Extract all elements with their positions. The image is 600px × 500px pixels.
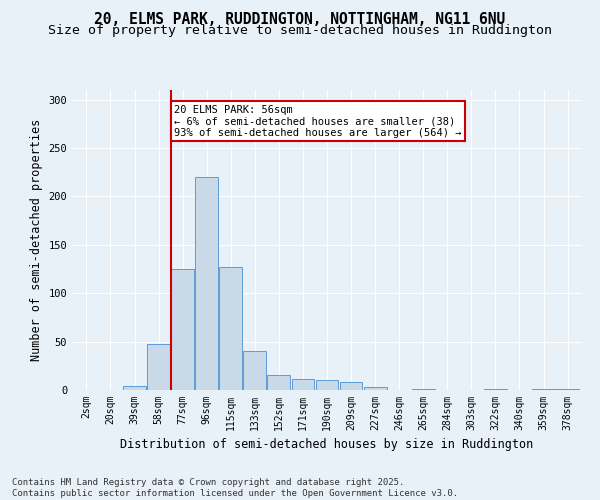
Text: Size of property relative to semi-detached houses in Ruddington: Size of property relative to semi-detach… xyxy=(48,24,552,37)
Bar xyxy=(171,269,194,390)
Bar xyxy=(268,374,290,390)
Bar xyxy=(412,389,434,390)
Bar xyxy=(364,387,386,390)
Bar xyxy=(340,382,362,390)
Text: 20 ELMS PARK: 56sqm
← 6% of semi-detached houses are smaller (38)
93% of semi-de: 20 ELMS PARK: 56sqm ← 6% of semi-detache… xyxy=(174,104,462,138)
Text: 20, ELMS PARK, RUDDINGTON, NOTTINGHAM, NG11 6NU: 20, ELMS PARK, RUDDINGTON, NOTTINGHAM, N… xyxy=(94,12,506,28)
Bar xyxy=(123,386,146,390)
Bar xyxy=(244,352,266,390)
Bar xyxy=(532,389,555,390)
Bar xyxy=(195,177,218,390)
Text: Contains HM Land Registry data © Crown copyright and database right 2025.
Contai: Contains HM Land Registry data © Crown c… xyxy=(12,478,458,498)
Y-axis label: Number of semi-detached properties: Number of semi-detached properties xyxy=(30,119,43,361)
Bar xyxy=(556,389,579,390)
Bar xyxy=(220,267,242,390)
Bar xyxy=(316,380,338,390)
Bar xyxy=(484,389,507,390)
Bar xyxy=(147,344,170,390)
Bar xyxy=(292,380,314,390)
X-axis label: Distribution of semi-detached houses by size in Ruddington: Distribution of semi-detached houses by … xyxy=(121,438,533,452)
